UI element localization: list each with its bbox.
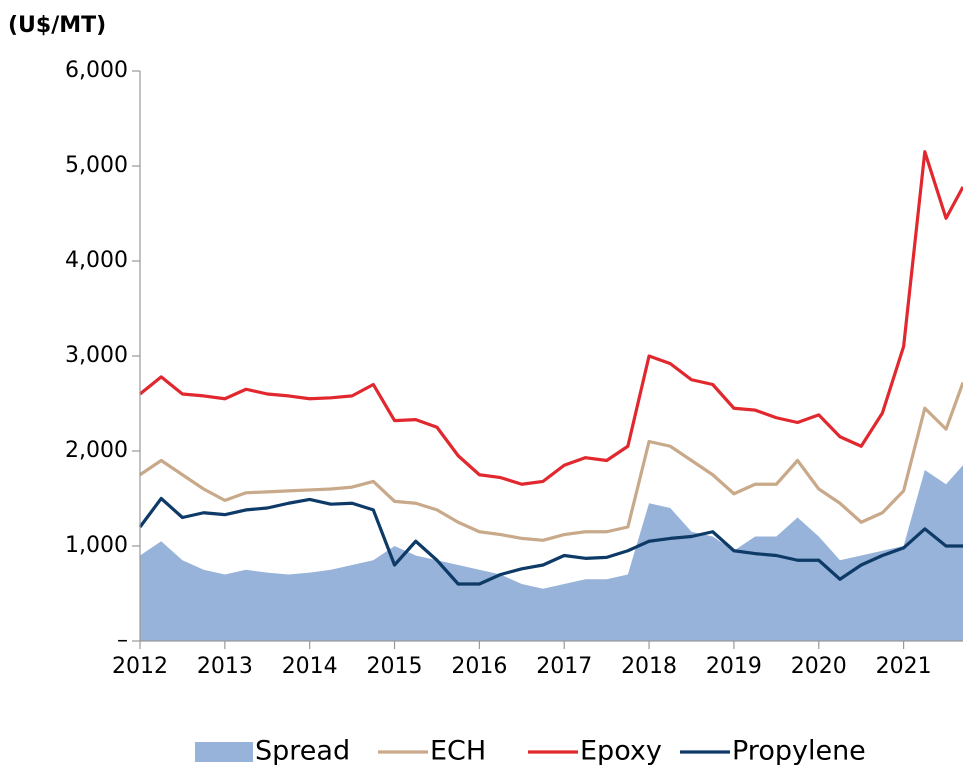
x-tick-label: 2013 [197,654,253,679]
y-tick-label: 6,000 [65,58,128,83]
legend-label: Propylene [732,736,866,767]
x-tick-label: 2020 [791,654,847,679]
x-tick-label: 2021 [876,654,932,679]
line [139,382,963,542]
x-tick-label: 2012 [112,654,168,679]
y-tick-label: 4,000 [65,248,128,273]
x-tick-label: 2015 [367,654,423,679]
y-tick-label: 2,000 [65,438,128,463]
y-tick-label: – [117,628,128,653]
legend-label: Spread [255,736,350,767]
line [138,496,963,586]
x-tick-label: 2014 [282,654,338,679]
legend-swatch [195,742,253,762]
unit-label: (U$/MT) [8,13,106,38]
legend-label: Epoxy [580,736,662,767]
area [140,465,963,641]
x-tick-label: 2019 [706,654,762,679]
legend-label: ECH [430,736,486,767]
y-tick-label: 1,000 [65,533,128,558]
x-tick-label: 2018 [621,654,677,679]
x-tick-label: 2017 [536,654,592,679]
y-tick-label: 3,000 [65,343,128,368]
x-tick-label: 2016 [451,654,507,679]
line [138,150,963,486]
y-tick-label: 5,000 [65,153,128,178]
